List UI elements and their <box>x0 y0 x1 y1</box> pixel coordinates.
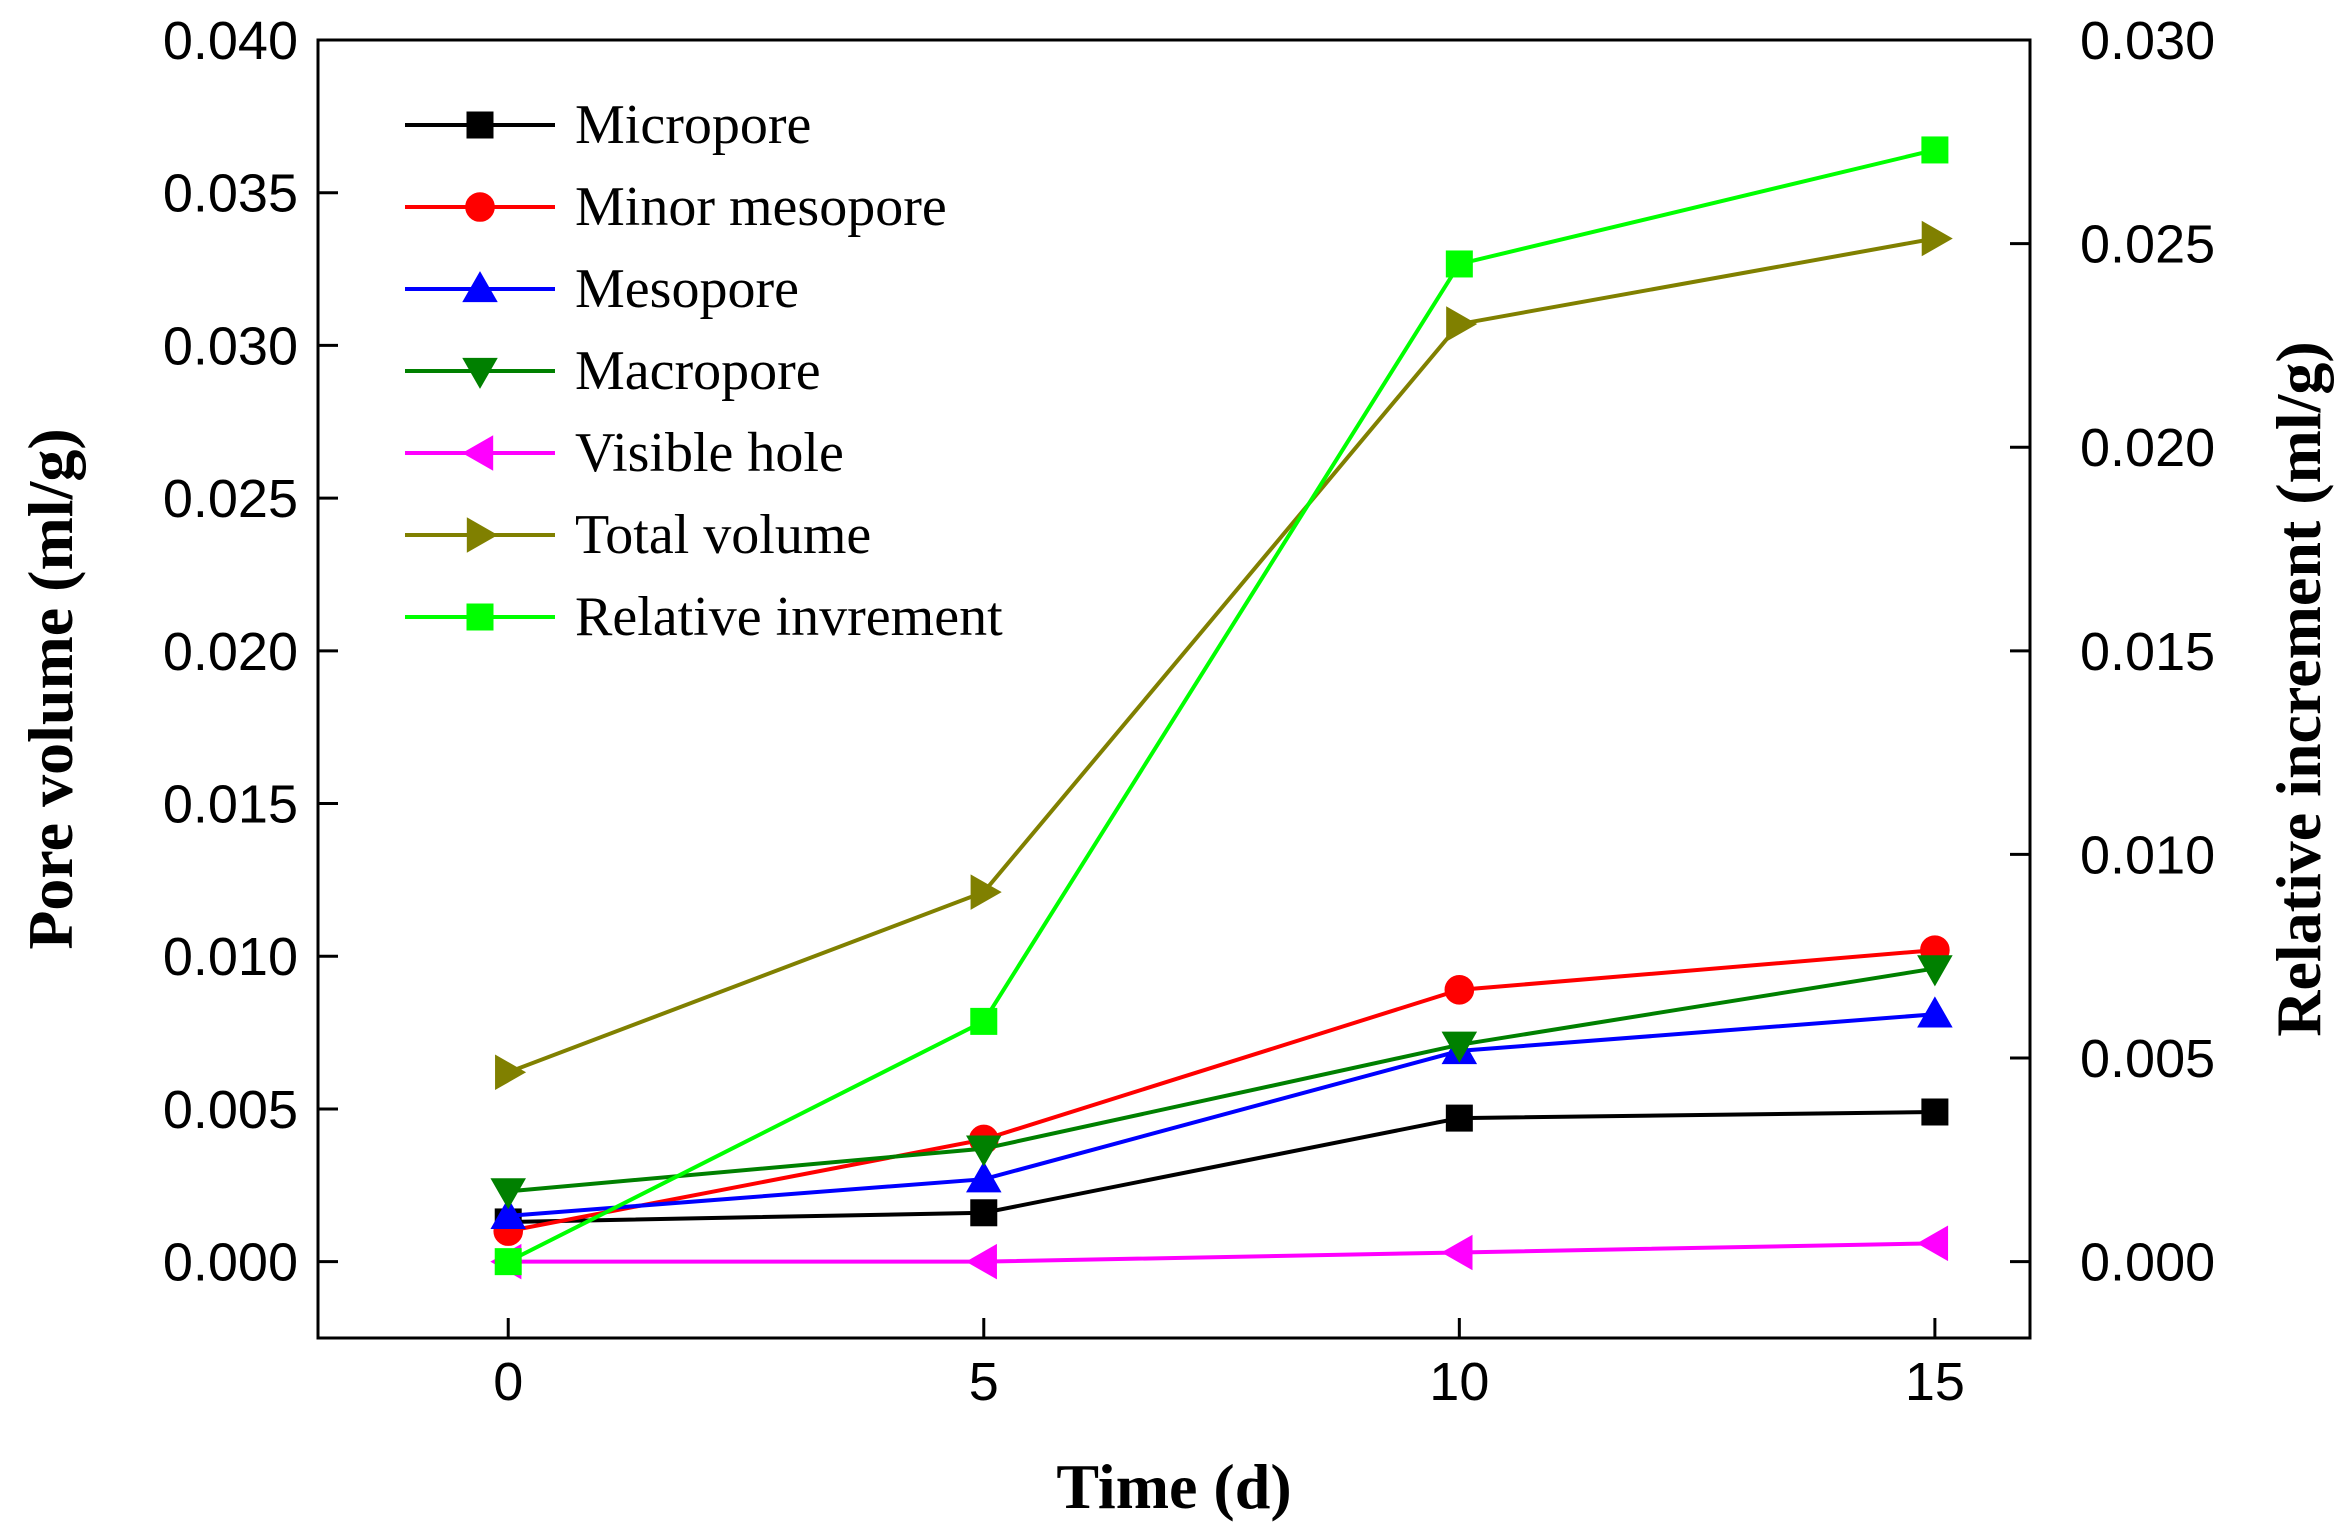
data-point <box>494 1248 522 1276</box>
legend-label: Micropore <box>575 94 811 156</box>
data-point <box>1444 975 1475 1005</box>
y-tick-label: 0.035 <box>163 164 298 224</box>
y-tick-label: 0.015 <box>163 775 298 835</box>
y2-tick-label: 0.030 <box>2080 11 2215 71</box>
legend-item: Minor mesopore <box>405 176 947 238</box>
legend-label: Mesopore <box>575 258 799 320</box>
series-line <box>508 1110 1935 1224</box>
y-tick-label: 0.025 <box>163 469 298 529</box>
y2-tick-label: 0.010 <box>2080 825 2215 885</box>
legend-item: Mesopore <box>405 258 799 320</box>
series-line <box>508 966 1936 1194</box>
y-tick-label: 0.005 <box>163 1080 298 1140</box>
data-point <box>970 1007 998 1035</box>
series-micropore <box>494 1098 1949 1236</box>
y2-tick-label: 0.020 <box>2080 418 2215 478</box>
data-point <box>490 1178 526 1210</box>
x-tick-label: 15 <box>1905 1352 1965 1412</box>
series-line <box>507 236 1936 1075</box>
data-point <box>966 1161 1002 1193</box>
legend-item: Macropore <box>405 340 821 402</box>
data-point <box>1446 306 1478 342</box>
x-tick-label: 0 <box>493 1352 523 1412</box>
data-point <box>1445 1104 1473 1132</box>
series-macropore <box>490 955 1953 1210</box>
data-point <box>1921 220 1953 257</box>
legend-marker <box>465 192 495 222</box>
data-point <box>1917 955 1953 987</box>
data-point <box>970 1199 998 1227</box>
series-relative-invrement <box>494 136 1949 1276</box>
data-point <box>966 1135 1002 1167</box>
y2-axis-title: Relative increment (ml/g) <box>2263 341 2334 1036</box>
series-line <box>508 1241 1935 1264</box>
legend: Micropore Minor mesopore Mesopore Macropore… <box>405 94 1003 648</box>
legend-marker <box>466 517 498 553</box>
y-tick-label: 0.040 <box>163 11 298 71</box>
data-point <box>1445 250 1473 278</box>
legend-label: Minor mesopore <box>575 176 947 238</box>
series-mesopore <box>490 996 1953 1230</box>
y-tick-label: 0.010 <box>163 927 298 987</box>
data-point <box>1441 1031 1478 1063</box>
legend-label: Total volume <box>575 504 871 566</box>
legend-marker <box>462 435 494 471</box>
data-point <box>965 1243 997 1280</box>
y2-tick-label: 0.025 <box>2080 215 2215 275</box>
y-tick-label: 0.020 <box>163 622 298 682</box>
legend-item: Micropore <box>405 94 811 156</box>
series-line <box>507 948 1936 1234</box>
legend-marker <box>462 271 498 303</box>
data-point <box>490 1197 526 1230</box>
y-tick-label: 0.030 <box>163 316 298 376</box>
y-axis-title: Pore volume (ml/g) <box>15 428 86 949</box>
y2-tick-label: 0.005 <box>2080 1029 2215 1089</box>
data-point <box>970 874 1002 910</box>
data-point <box>1916 1225 1949 1262</box>
data-point <box>495 1054 527 1091</box>
series-visible-hole <box>490 1225 1949 1280</box>
legend-marker <box>466 603 494 631</box>
y2-tick-label: 0.000 <box>2080 1233 2215 1293</box>
data-point <box>1921 136 1949 164</box>
legend-label: Relative invrement <box>575 586 1003 648</box>
x-tick-label: 10 <box>1429 1352 1489 1412</box>
legend-label: Visible hole <box>575 422 844 484</box>
legend-marker <box>466 111 494 139</box>
series-total-volume <box>495 220 1953 1091</box>
data-point <box>1917 996 1953 1028</box>
y2-tick-label: 0.015 <box>2080 622 2215 682</box>
legend-item: Total volume <box>405 504 871 566</box>
plot-frame <box>316 38 2032 1340</box>
series-line <box>508 1012 1936 1218</box>
legend-marker <box>462 357 498 389</box>
data-point <box>1921 1098 1949 1126</box>
legend-item: Visible hole <box>405 422 844 484</box>
series-line <box>507 148 1936 1264</box>
x-axis-title: Time (d) <box>1056 1451 1291 1522</box>
legend-item: Relative invrement <box>405 586 1003 648</box>
series-lines <box>490 136 1953 1280</box>
legend-label: Macropore <box>575 340 821 402</box>
x-tick-label: 5 <box>969 1352 999 1412</box>
axes: 0 5 10 15 0.000 0.005 0.010 0.015 0.020 0.025 0.03… <box>163 11 2215 1412</box>
data-point <box>1441 1234 1473 1271</box>
y-tick-label: 0.000 <box>163 1233 298 1293</box>
